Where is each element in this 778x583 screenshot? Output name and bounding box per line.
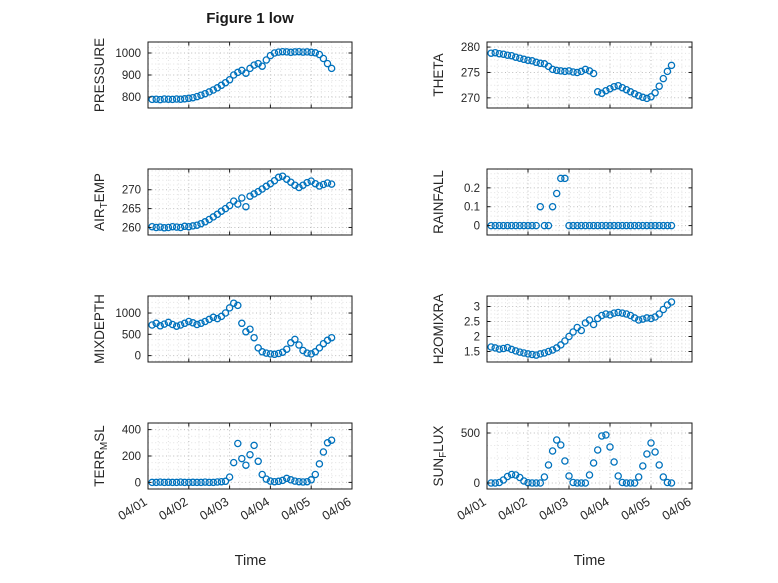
ytick-label: 0.1 (464, 202, 480, 214)
ytick-label: 270 (122, 185, 141, 197)
xtick-label: 04/01 (116, 495, 150, 523)
ytick-label: 800 (122, 92, 141, 104)
xtick-label: 04/02 (156, 495, 190, 523)
ytick-label: 275 (461, 67, 480, 79)
xtick-label: 04/06 (660, 495, 694, 523)
y-axis-label: PRESSURE (92, 38, 107, 112)
ytick-label: 0.2 (464, 183, 480, 195)
ytick-label: 3 (474, 302, 480, 314)
xtick-label: 04/03 (537, 495, 571, 523)
xtick-label: 04/05 (279, 495, 313, 523)
xtick-label: 04/04 (238, 495, 272, 523)
ytick-label: 0 (474, 478, 480, 490)
ytick-label: 1000 (115, 308, 141, 320)
subplot-rainfall: 0 0.1 0.2 RAINFALL (431, 168, 693, 236)
ytick-label: 400 (122, 425, 141, 437)
xtick-label: 04/02 (496, 495, 530, 523)
y-axis-label: TERRMSL (92, 425, 110, 487)
subplot-theta: 270 275 280 THETA (431, 41, 693, 109)
ytick-label: 1.5 (464, 347, 480, 359)
subplot-pressure: 800 900 1000 PRESSURE (92, 38, 353, 112)
xtick-label: 04/03 (197, 495, 231, 523)
ytick-label: 260 (122, 222, 141, 234)
subplot-h2omixra: 1.5 2 2.5 3 H2OMIXRA (431, 294, 693, 365)
subplot-airtemp: 260 265 270 AIRTEMP (92, 168, 353, 236)
y-axis-label: RAINFALL (431, 170, 446, 234)
ytick-label: 270 (461, 93, 480, 105)
xlabel-left: Time (234, 553, 267, 569)
ytick-label: 500 (122, 329, 141, 341)
ytick-label: 265 (122, 204, 141, 216)
subplot-terrmsl: 0 200 400 TERRMSL 04/01 04/02 04/03 04/04 04/05 0… (92, 422, 354, 523)
ytick-label: 1000 (115, 48, 141, 60)
xtick-label: 04/06 (320, 495, 354, 523)
y-axis-label: SUNFLUX (431, 426, 449, 487)
figure-title: Figure 1 low (206, 10, 294, 27)
subplot-sunflux: 0 500 SUNFLUX 04/01 04/02 04/03 04/04 04/05 04/0… (431, 422, 694, 523)
xtick-label: 04/05 (619, 495, 653, 523)
ytick-label: 2.5 (464, 317, 480, 329)
xtick-label: 04/01 (455, 495, 489, 523)
y-axis-label: AIRTEMP (92, 173, 110, 231)
ytick-label: 0 (474, 221, 480, 233)
ytick-label: 200 (122, 451, 141, 463)
xtick-label: 04/04 (578, 495, 612, 523)
y-axis-label: MIXDEPTH (92, 294, 107, 364)
ytick-label: 2 (474, 332, 480, 344)
ytick-label: 500 (461, 428, 480, 440)
ytick-label: 0 (135, 351, 141, 363)
subplot-mixdepth: 0 500 1000 MIXDEPTH (92, 294, 353, 364)
y-axis-label: THETA (431, 53, 446, 96)
xlabel-right: Time (573, 553, 606, 569)
y-axis-label: H2OMIXRA (431, 294, 446, 365)
ytick-label: 900 (122, 70, 141, 82)
ytick-label: 0 (135, 477, 141, 489)
ytick-label: 280 (461, 42, 480, 54)
